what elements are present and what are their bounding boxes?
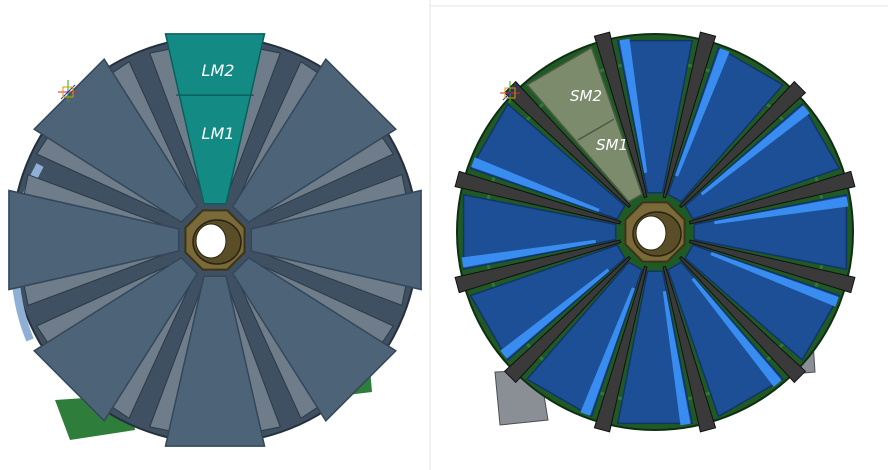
wheel-module: [684, 244, 841, 362]
wheel-module: [616, 39, 694, 194]
module-trim: [710, 252, 839, 307]
module-trim: [500, 268, 610, 359]
radial-strut: [454, 239, 622, 294]
radial-strut: [503, 255, 632, 384]
axis-triad-icon: [58, 80, 78, 102]
module-trim: [619, 38, 648, 174]
right-wheel-modules: [461, 38, 849, 426]
radial-strut: [662, 265, 717, 433]
axis-triad-icon: [500, 81, 520, 103]
module-trim: [461, 239, 596, 268]
label-sm2: SM2: [570, 87, 602, 105]
module-trim: [714, 196, 849, 225]
radial-strut: [662, 31, 717, 199]
wheel-module: [231, 58, 397, 224]
wheel-module: [33, 58, 199, 224]
wheel-module: [469, 244, 626, 362]
radial-strut: [593, 265, 648, 433]
label-lm2: LM2: [202, 61, 235, 80]
radial-strut: [688, 170, 856, 225]
right-wheel-hub: [624, 201, 686, 263]
label-lm1: LM1: [202, 124, 235, 143]
module-trim: [675, 48, 730, 177]
wheel-module: [667, 46, 785, 203]
radial-strut: [688, 239, 856, 294]
module-trim: [580, 287, 635, 416]
radial-strut: [593, 31, 648, 199]
module-lm-highlight: [164, 33, 266, 205]
right-wheel-panel: SM2 SM1: [454, 31, 856, 433]
wheel-module: [8, 189, 180, 291]
radial-strut: [678, 255, 807, 384]
module-sm-highlight: [525, 46, 643, 203]
hub-bore: [195, 223, 227, 259]
module-trim: [700, 105, 810, 196]
module-trim: [691, 277, 782, 387]
wheel-module: [231, 256, 397, 422]
hub-bore: [635, 215, 667, 251]
wheel-module: [164, 275, 266, 447]
module-trim: [662, 291, 691, 426]
right-wheel-struts: [454, 31, 856, 433]
wheel-module: [469, 102, 626, 220]
left-wheel-panel: LM2 LM1: [8, 33, 422, 447]
wheel-module: [684, 102, 841, 220]
left-wheel-hub: [184, 209, 246, 271]
label-sm1: SM1: [596, 136, 628, 154]
module-divider: [577, 118, 615, 141]
left-wheel-modules: [8, 33, 422, 447]
radial-strut: [678, 80, 807, 209]
radial-strut: [503, 80, 632, 209]
wheel-module: [667, 261, 785, 418]
wheel-module: [33, 256, 199, 422]
wheel-module: [462, 193, 617, 271]
wheel-module: [693, 193, 848, 271]
radial-strut: [454, 170, 622, 225]
wheel-module: [525, 261, 643, 418]
wheel-module: [250, 189, 422, 291]
module-trim: [471, 157, 600, 212]
wheel-module: [616, 270, 694, 425]
